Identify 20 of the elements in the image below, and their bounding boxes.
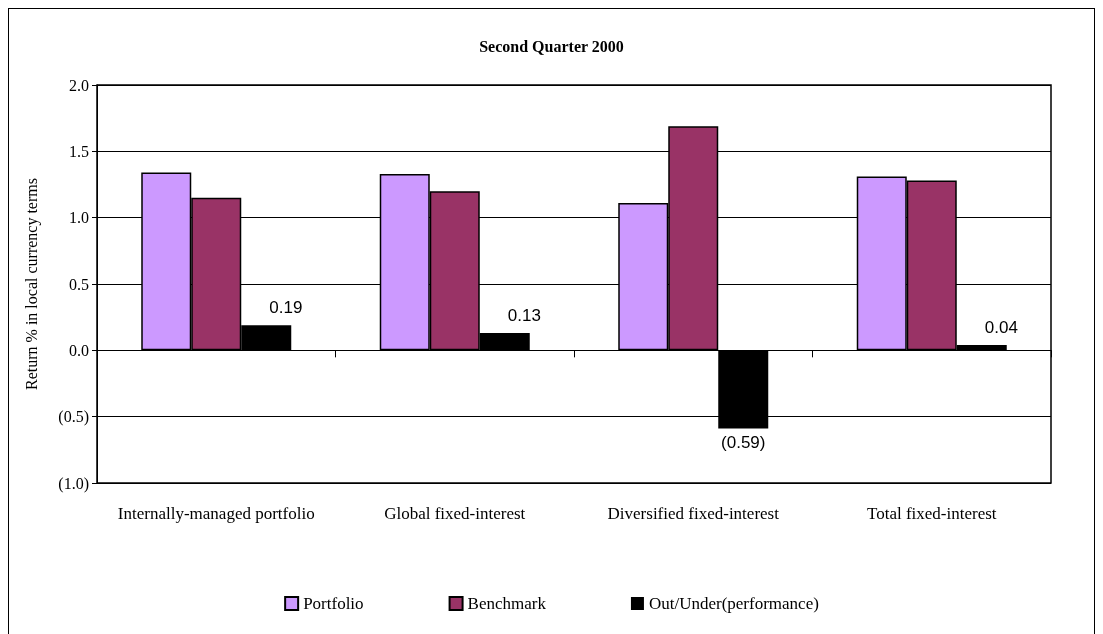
y-tick-label: (1.0) xyxy=(58,474,89,493)
x-tick-label: Global fixed-interest xyxy=(384,503,526,523)
x-tick-label: Internally-managed portfolio xyxy=(117,503,315,523)
chart-title: Second Quarter 2000 xyxy=(479,37,624,55)
x-tick-label: Diversified fixed-interest xyxy=(607,503,780,523)
y-tick-label: 0.5 xyxy=(69,275,89,293)
x-tick-label: Total fixed-interest xyxy=(866,503,997,523)
legend-label: Benchmark xyxy=(467,594,547,613)
legend-label: Out/Under(performance) xyxy=(648,594,819,613)
data-label: (0.59) xyxy=(721,432,766,452)
y-tick-label: (0.5) xyxy=(58,408,89,427)
data-label: 0.04 xyxy=(984,318,1018,338)
y-axis-title: Return % in local currency terms xyxy=(22,178,41,390)
y-tick-label: 2.0 xyxy=(69,76,89,94)
y-tick-label: 1.0 xyxy=(69,209,89,227)
data-label: 0.13 xyxy=(507,306,541,326)
data-label: 0.19 xyxy=(269,298,303,318)
legend-label: Portfolio xyxy=(303,594,364,613)
y-tick-label: 1.5 xyxy=(69,142,89,160)
y-tick-label: 0.0 xyxy=(69,341,89,359)
